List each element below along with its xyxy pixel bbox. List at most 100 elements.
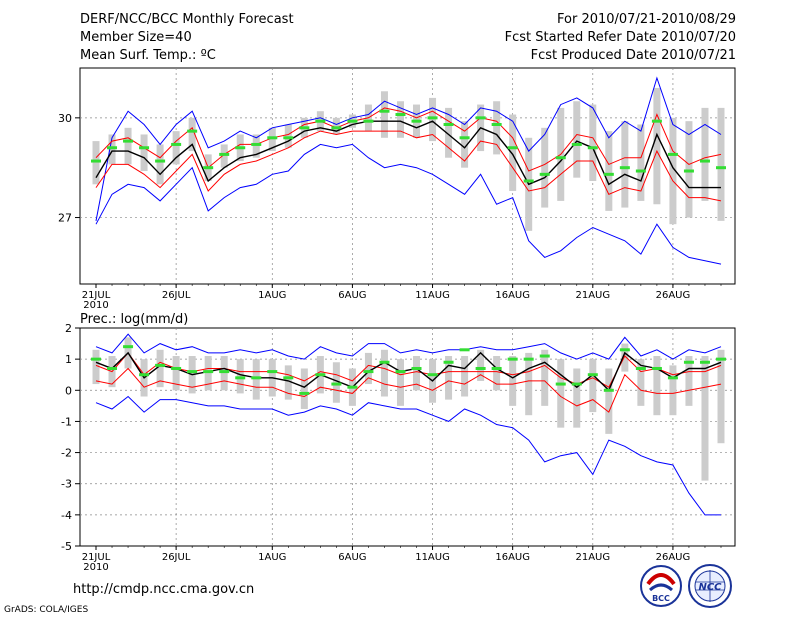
spread-bar	[589, 359, 597, 413]
deterministic-mark	[219, 152, 230, 156]
deterministic-mark	[427, 116, 438, 120]
deterministic-mark	[699, 360, 710, 364]
precip-variable-label: Prec.: log(mm/d)	[80, 312, 188, 327]
series-line-ensemble-mean	[95, 351, 722, 392]
deterministic-mark	[107, 146, 118, 150]
deterministic-mark	[651, 366, 662, 370]
spread-bar	[172, 356, 180, 391]
x-tick-label: 21JUL	[82, 552, 111, 563]
deterministic-mark	[235, 376, 246, 380]
spread-bar	[364, 352, 372, 385]
x-tick-label: 26AUG	[656, 290, 691, 301]
x-tick-label: 16AUG	[495, 290, 530, 301]
spread-bar	[685, 121, 693, 218]
deterministic-mark	[171, 142, 182, 146]
spread-bar	[493, 101, 501, 155]
spread-bar	[236, 359, 244, 394]
ncc-logo-text: NCC	[698, 582, 722, 593]
deterministic-mark	[139, 373, 150, 377]
series-line-upper	[95, 107, 722, 172]
chart-title: DERF/NCC/BCC Monthly Forecast	[80, 12, 294, 27]
spread-bar	[669, 117, 677, 225]
x-tick-label: 1AUG	[258, 552, 286, 563]
deterministic-mark	[235, 146, 246, 150]
member-size-label: Member Size=40	[80, 30, 192, 45]
bcc-logo: BCC	[640, 565, 682, 607]
deterministic-mark	[107, 366, 118, 370]
deterministic-mark	[716, 166, 726, 170]
deterministic-mark	[571, 142, 582, 146]
spread-bar	[284, 124, 292, 148]
plot-frame	[79, 67, 736, 285]
deterministic-mark	[651, 119, 662, 123]
spread-bar	[380, 349, 388, 397]
y-tick-label: 27	[58, 212, 72, 225]
spread-bar	[108, 134, 116, 165]
deterministic-mark	[587, 146, 598, 150]
spread-bar	[685, 356, 693, 406]
deterministic-mark	[251, 376, 262, 380]
spread-bar	[332, 117, 340, 135]
deterministic-mark	[443, 360, 454, 364]
series-line-lower	[95, 130, 722, 202]
spread-bar	[300, 368, 308, 409]
spread-bar	[717, 349, 725, 444]
y-tick-label: -2	[61, 447, 72, 460]
deterministic-mark	[219, 370, 230, 374]
forecast-period: For 2010/07/21-2010/08/29	[557, 12, 736, 27]
deterministic-mark	[363, 119, 374, 123]
y-tick-label: 1	[65, 353, 72, 366]
spread-bar	[156, 349, 164, 388]
x-tick-label: 11AUG	[415, 290, 450, 301]
deterministic-mark	[683, 360, 694, 364]
started-refer-date: Fcst Started Refer Date 2010/07/20	[504, 30, 736, 45]
deterministic-mark	[395, 370, 406, 374]
spread-bar	[284, 365, 292, 400]
deterministic-mark	[507, 146, 518, 150]
spread-bar	[509, 356, 517, 406]
deterministic-mark	[635, 169, 646, 173]
spread-bar	[621, 343, 629, 372]
deterministic-mark	[443, 122, 454, 126]
deterministic-mark	[459, 136, 470, 140]
deterministic-mark	[267, 370, 278, 374]
temperature-panel: 27 30 21JUL 26JUL 1AUG 6AUG 11AUG 16AUG 21AUG 26A…	[58, 67, 736, 311]
spread-bar	[92, 141, 100, 185]
deterministic-mark	[571, 382, 582, 386]
deterministic-mark	[411, 119, 422, 123]
spread-bar	[92, 349, 100, 385]
deterministic-mark	[203, 166, 214, 170]
deterministic-mark	[587, 373, 598, 377]
deterministic-mark	[459, 348, 470, 352]
deterministic-mark	[171, 366, 182, 370]
deterministic-mark	[699, 159, 710, 163]
deterministic-mark	[139, 146, 150, 150]
deterministic-mark	[187, 129, 198, 133]
deterministic-mark	[347, 119, 358, 123]
x-tick-label: 26JUL	[162, 290, 191, 301]
deterministic-mark	[379, 109, 390, 113]
spread-bar	[188, 117, 196, 152]
deterministic-mark	[123, 345, 134, 349]
x-tick-label: 26AUG	[656, 552, 691, 563]
deterministic-mark	[667, 152, 678, 156]
spread-bar	[653, 87, 661, 205]
spread-bar	[413, 356, 421, 391]
deterministic-mark	[619, 166, 630, 170]
deterministic-mark	[539, 172, 550, 176]
x-tick-label: 1AUG	[258, 290, 286, 301]
spread-bar	[701, 356, 709, 481]
spread-bar	[605, 368, 613, 434]
x-tick-label: 16AUG	[495, 552, 530, 563]
spread-bar	[124, 127, 132, 165]
deterministic-mark	[315, 373, 326, 377]
deterministic-mark	[347, 385, 358, 389]
deterministic-mark	[491, 366, 502, 370]
deterministic-mark	[363, 370, 374, 374]
series-line-ensemble-min	[95, 395, 721, 516]
source-url[interactable]: http://cmdp.ncc.cma.gov.cn	[73, 582, 255, 597]
deterministic-mark	[299, 391, 310, 395]
deterministic-mark	[331, 126, 342, 130]
series-line-ensemble-max	[95, 333, 722, 360]
